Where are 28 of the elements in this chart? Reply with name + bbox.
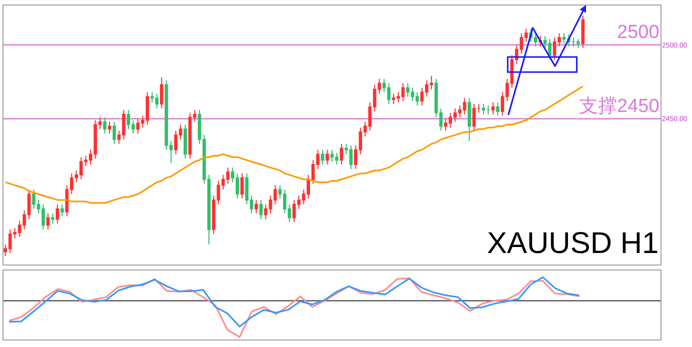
- candlestick: [581, 14, 585, 48]
- candlestick: [496, 102, 500, 116]
- candlestick: [259, 200, 263, 220]
- candlestick: [108, 121, 112, 134]
- candlestick: [482, 103, 486, 115]
- candlestick: [320, 149, 324, 166]
- candlestick: [486, 104, 490, 115]
- candlestick: [468, 98, 471, 142]
- candlestick: [112, 121, 116, 144]
- candlestick: [184, 124, 187, 160]
- candlestick: [56, 204, 60, 224]
- candlestick: [254, 200, 258, 214]
- candlestick: [340, 143, 344, 166]
- annotation: XAUUSD H1: [487, 227, 659, 260]
- candlestick: [477, 103, 480, 114]
- candlestick: [160, 76, 164, 109]
- candlestick: [472, 103, 476, 132]
- ref-line-label: 支撑2450: [579, 96, 660, 117]
- candlestick: [572, 37, 576, 47]
- candlestick: [51, 212, 54, 224]
- candlestick: [240, 172, 244, 200]
- candlestick: [60, 204, 64, 217]
- candlestick: [576, 38, 580, 48]
- candlestick: [491, 102, 495, 115]
- candlestick: [326, 149, 329, 166]
- candlestick: [103, 116, 106, 134]
- ref-line-label: 2500: [617, 22, 660, 43]
- candlestick: [46, 212, 50, 230]
